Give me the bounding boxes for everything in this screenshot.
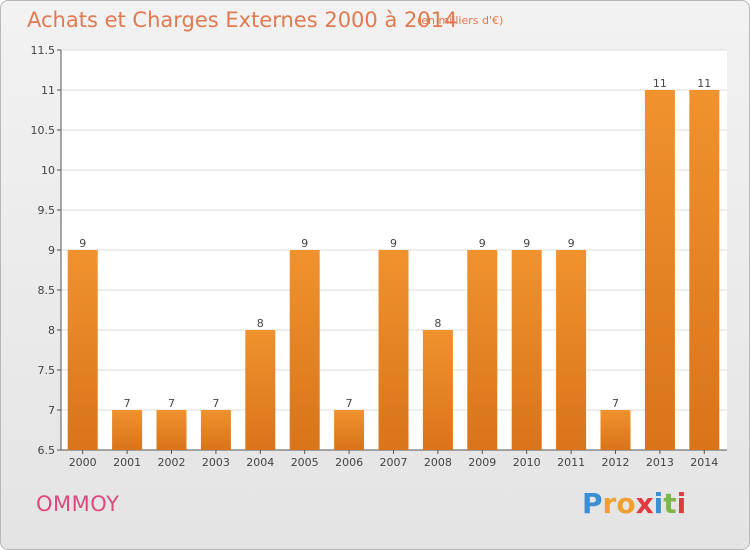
data-label-2013: 11 [653, 77, 667, 90]
y-tick-label: 7 [48, 404, 55, 417]
bar-2010 [511, 250, 542, 450]
x-tick-label-2006: 2006 [335, 456, 363, 469]
data-label-2010: 9 [523, 237, 530, 250]
bar-2004 [245, 330, 276, 450]
x-tick-label-2000: 2000 [69, 456, 97, 469]
chart-title: Achats et Charges Externes 2000 à 2014 [27, 8, 458, 32]
bar-2001 [112, 410, 143, 450]
commune-name: OMMOY [36, 492, 120, 516]
data-label-2011: 9 [568, 237, 575, 250]
data-label-2006: 7 [346, 397, 353, 410]
logo-letter: r [602, 487, 617, 520]
data-label-2003: 7 [212, 397, 219, 410]
bar-2014 [689, 90, 720, 450]
bar-2003 [200, 410, 231, 450]
data-label-2009: 9 [479, 237, 486, 250]
proxiti-logo: Proxiti [582, 487, 686, 520]
data-label-2007: 9 [390, 237, 397, 250]
y-tick-label: 6.5 [38, 444, 56, 457]
data-label-2008: 8 [434, 317, 441, 330]
x-tick-label-2005: 2005 [291, 456, 319, 469]
logo-letter: i [676, 487, 687, 520]
x-tick-label-2003: 2003 [202, 456, 230, 469]
x-tick-label-2012: 2012 [602, 456, 630, 469]
bar-2006 [334, 410, 365, 450]
bar-2013 [644, 90, 675, 450]
chart-subtitle: (en milliers d'€) [417, 14, 504, 27]
bar-2011 [556, 250, 587, 450]
x-tick-label-2014: 2014 [690, 456, 718, 469]
data-label-2014: 11 [697, 77, 711, 90]
y-tick-label: 8 [48, 324, 55, 337]
bar-2009 [467, 250, 498, 450]
logo-letter: x [635, 487, 654, 520]
y-tick-label: 7.5 [38, 364, 56, 377]
y-tick-label: 8.5 [38, 284, 56, 297]
logo-letter: o [616, 487, 636, 520]
bar-2002 [156, 410, 187, 450]
data-label-2002: 7 [168, 397, 175, 410]
data-label-2000: 9 [79, 237, 86, 250]
data-label-2012: 7 [612, 397, 619, 410]
y-tick-label: 11 [41, 84, 55, 97]
bar-2008 [422, 330, 453, 450]
x-tick-label-2013: 2013 [646, 456, 674, 469]
data-label-2004: 8 [257, 317, 264, 330]
bar-2000 [67, 250, 98, 450]
x-tick-label-2010: 2010 [513, 456, 541, 469]
y-tick-label: 10 [41, 164, 55, 177]
x-tick-label-2001: 2001 [113, 456, 141, 469]
x-tick-label-2008: 2008 [424, 456, 452, 469]
logo-letter: i [653, 487, 664, 520]
y-tick-label: 10.5 [31, 124, 56, 137]
bars: 9 7 7 7 8 9 7 9 8 9 9 9 7 11 11 [67, 77, 720, 450]
y-tick-label: 9 [48, 244, 55, 257]
x-tick-label-2004: 2004 [246, 456, 274, 469]
logo-letter: P [582, 487, 603, 520]
bar-2012 [600, 410, 631, 450]
data-label-2001: 7 [124, 397, 131, 410]
x-tick-label-2002: 2002 [158, 456, 186, 469]
x-tick-label-2011: 2011 [557, 456, 585, 469]
x-tick-label-2007: 2007 [380, 456, 408, 469]
x-tick-label-2009: 2009 [468, 456, 496, 469]
y-tick-label: 11.5 [31, 44, 56, 57]
y-tick-label: 9.5 [38, 204, 56, 217]
bar-2007 [378, 250, 409, 450]
data-label-2005: 9 [301, 237, 308, 250]
bar-2005 [289, 250, 320, 450]
logo-letter: t [663, 487, 677, 520]
